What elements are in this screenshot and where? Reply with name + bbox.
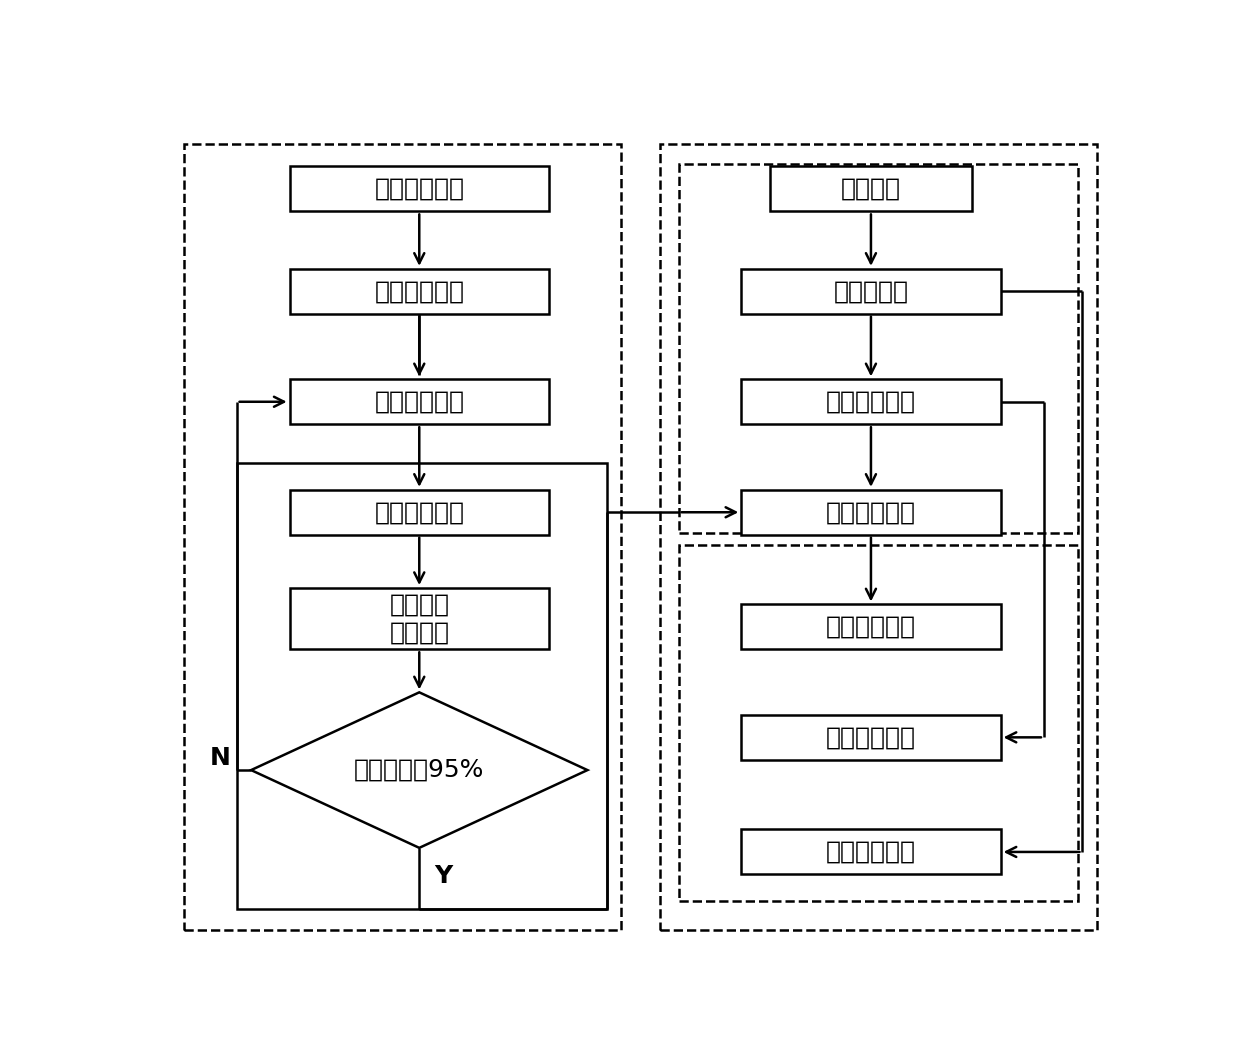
Bar (742, 714, 1001, 760)
Text: Y: Y (434, 864, 453, 889)
Text: 火焰视频图像: 火焰视频图像 (826, 840, 916, 864)
Text: 前向传播预测: 前向传播预测 (374, 501, 464, 524)
Text: 反向传播
更新权重: 反向传播 更新权重 (389, 593, 449, 644)
Bar (678, 165, 1078, 533)
Bar (237, 463, 606, 909)
Bar (742, 490, 1001, 535)
Text: 选取部分训练: 选取部分训练 (374, 390, 464, 414)
Text: N: N (210, 746, 231, 770)
Text: 正确率达到95%: 正确率达到95% (355, 758, 485, 782)
Text: 火焰图像处理: 火焰图像处理 (826, 390, 916, 414)
Bar (742, 605, 1001, 649)
Text: 状态判断结果: 状态判断结果 (826, 614, 916, 639)
Text: 已有火焰数据: 已有火焰数据 (374, 176, 464, 201)
Bar (290, 379, 549, 424)
Text: 火焰变化趋势: 火焰变化趋势 (826, 725, 916, 749)
Bar (184, 144, 621, 930)
Bar (742, 269, 1001, 314)
Bar (742, 379, 1001, 424)
Text: 神经网络算法: 神经网络算法 (826, 501, 916, 524)
Bar (290, 167, 549, 212)
Bar (742, 829, 1001, 875)
Text: 实际火焰: 实际火焰 (841, 176, 901, 201)
Text: 标定火焰数据: 标定火焰数据 (374, 280, 464, 303)
Bar (290, 269, 549, 314)
Text: 摄像头采集: 摄像头采集 (833, 280, 909, 303)
Bar (770, 167, 972, 212)
Bar (678, 545, 1078, 901)
Bar (290, 588, 549, 649)
Bar (660, 144, 1096, 930)
Bar (290, 490, 549, 535)
